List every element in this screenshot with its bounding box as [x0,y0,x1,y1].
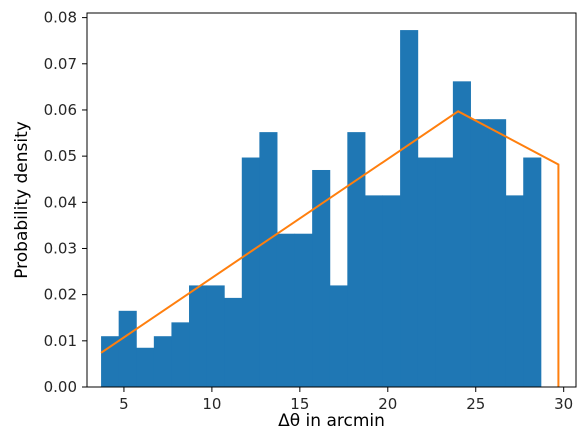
x-tick-label: 20 [378,395,397,413]
x-tick-label: 25 [466,395,485,413]
y-tick-label: 0.01 [44,332,77,350]
histogram-bar [382,195,401,387]
histogram-bar [417,157,436,387]
histogram-bar [523,157,542,387]
histogram-bar [136,347,155,387]
y-axis-ticks: 0.00 0.01 0.02 0.03 0.04 0.05 0.06 0.07 0.08 [44,9,87,396]
x-axis-ticks: 5 10 15 20 25 30 [119,387,573,413]
x-tick-label: 15 [290,395,309,413]
histogram-bar [400,30,419,387]
histogram-bar [435,157,454,387]
histogram-bar [241,157,260,387]
histogram-bar [189,285,208,387]
histogram-bar [329,285,348,387]
histogram-bar [118,310,137,387]
histogram-bar [153,336,172,387]
histogram-bar [171,322,190,387]
histogram-bar [101,336,120,387]
fit-line-layer [100,110,560,387]
y-tick-label: 0.04 [44,193,77,211]
histogram-bar [364,195,384,387]
x-axis-label: Δθ in arcmin [278,411,385,431]
histogram-bar [505,195,524,387]
histogram-bar [206,285,225,387]
y-axis-label: Probability density [12,121,32,279]
histogram-bar [294,233,313,387]
histogram-bar [224,297,243,387]
histogram-bar [312,169,331,387]
histogram-bar [452,81,471,387]
y-tick-label: 0.03 [44,239,77,257]
histogram-bars [101,30,542,387]
y-tick-label: 0.07 [44,55,77,73]
x-tick-label: 30 [554,395,573,413]
histogram-bar [470,119,489,387]
histogram-bar [259,132,278,387]
x-tick-label: 10 [202,395,221,413]
fit-line [100,110,560,387]
histogram-bar [347,132,366,387]
y-tick-label: 0.08 [44,9,77,27]
x-tick-label: 5 [119,395,129,413]
histogram-bar [488,119,507,387]
y-tick-label: 0.06 [44,101,77,119]
plot-frame [86,12,577,388]
y-tick-label: 0.05 [44,147,77,165]
y-tick-label: 0.02 [44,286,77,304]
y-tick-label: 0.00 [44,378,77,396]
histogram-bar [276,233,296,387]
